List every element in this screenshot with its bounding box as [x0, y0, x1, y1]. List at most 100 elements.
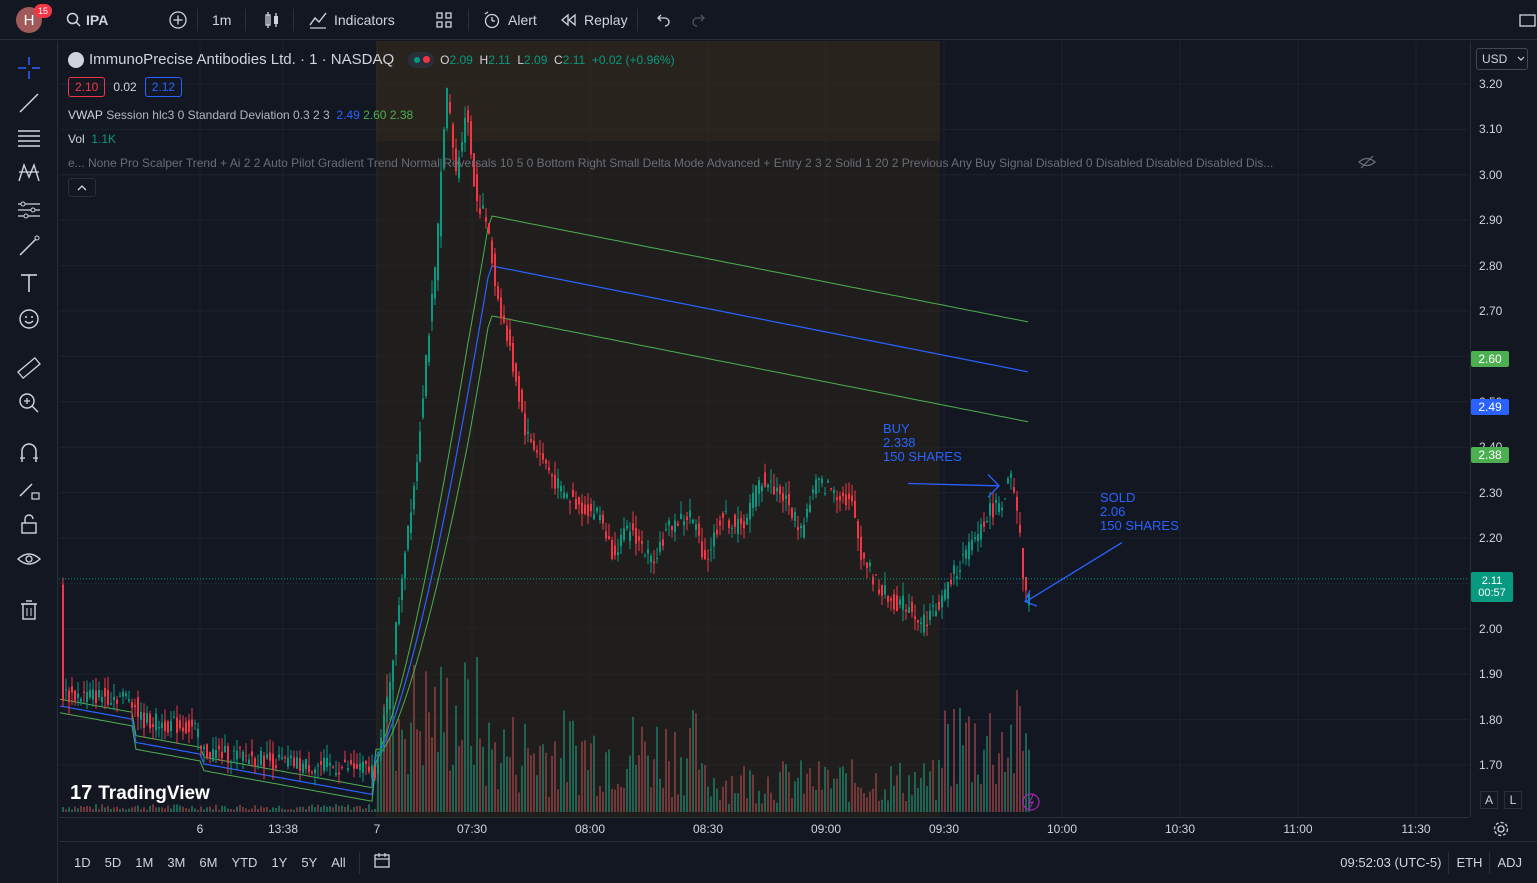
templates-button[interactable]: [426, 0, 462, 40]
volume-bar: [941, 767, 943, 812]
lock-tool[interactable]: [14, 509, 44, 539]
candle-body: [647, 549, 649, 554]
price-chart[interactable]: [59, 41, 1469, 817]
replay-label: Replay: [584, 11, 628, 28]
volume-bar: [578, 795, 580, 812]
volume-bar: [221, 805, 223, 812]
time-axis[interactable]: 6 13:38 7 07:30 08:00 08:30 09:00 09:30 10:00 10:…: [59, 817, 1469, 841]
ruler-tool[interactable]: [14, 353, 44, 383]
hidden-eye-icon[interactable]: [1358, 156, 1376, 170]
undo-button[interactable]: [645, 0, 679, 40]
tradingview-logo[interactable]: 17 TradingView: [70, 782, 210, 805]
emoji-tool[interactable]: [14, 304, 44, 334]
currency-selector[interactable]: USD: [1476, 48, 1528, 70]
range-1d[interactable]: 1D: [74, 855, 91, 870]
time-tick: 08:30: [692, 822, 724, 836]
range-ytd[interactable]: YTD: [231, 855, 258, 870]
chart-type-button[interactable]: [254, 0, 290, 40]
volume-bar: [521, 765, 523, 812]
log-scale-button[interactable]: L: [1504, 791, 1522, 809]
volume-bar: [959, 708, 961, 812]
window-icon: [1519, 13, 1536, 27]
volume-bar: [983, 749, 985, 812]
replay-button[interactable]: Replay: [552, 0, 636, 40]
trendline-tool[interactable]: [14, 88, 44, 118]
candle-body: [887, 595, 889, 602]
buy-arrow: [907, 482, 999, 487]
range-6m[interactable]: 6M: [199, 855, 218, 870]
candle-body: [308, 764, 310, 772]
zoom-tool[interactable]: [14, 388, 44, 418]
volume-bar: [899, 763, 901, 812]
redo-button[interactable]: [683, 0, 717, 40]
text-tool[interactable]: [14, 268, 44, 298]
alert-button[interactable]: Alert: [474, 0, 545, 40]
range-3m[interactable]: 3M: [167, 855, 186, 870]
volume-bar: [101, 804, 103, 812]
sold-arrow: [1025, 541, 1123, 603]
volume-bar: [692, 710, 694, 812]
last-price-label: 2.11 00:57: [1471, 572, 1513, 602]
range-5d[interactable]: 5D: [104, 855, 122, 870]
pattern-tool[interactable]: [14, 158, 44, 188]
pattern-icon: [18, 162, 40, 182]
brush-tool[interactable]: [14, 231, 44, 261]
bid-price[interactable]: 2.10: [68, 77, 106, 97]
magnet-icon: [20, 443, 38, 462]
chart-pane[interactable]: [59, 41, 1469, 817]
price-tick: 3.10: [1479, 122, 1503, 137]
volume-bar: [284, 809, 286, 812]
range-all[interactable]: All: [331, 855, 346, 870]
delete-tool[interactable]: [14, 595, 44, 625]
collapse-legend-button[interactable]: [68, 178, 96, 197]
candle-body: [737, 518, 739, 534]
candle-body: [494, 253, 496, 286]
candle-body: [68, 690, 70, 703]
candle-body: [188, 720, 190, 732]
forecast-tool[interactable]: [14, 195, 44, 225]
buy-annotation[interactable]: BUY 2.338 150 SHARES: [883, 421, 962, 464]
eth-toggle[interactable]: ETH: [1456, 855, 1483, 870]
candle-body: [335, 772, 337, 776]
magnet-tool[interactable]: [14, 438, 44, 468]
volume-bar: [845, 773, 847, 812]
volume-bar: [662, 787, 664, 812]
candle-body: [701, 541, 703, 558]
ask-price[interactable]: 2.12: [144, 77, 183, 97]
interval-button[interactable]: 1m: [212, 11, 232, 28]
range-1y[interactable]: 1Y: [271, 855, 288, 870]
crosshair-tool[interactable]: [14, 53, 44, 83]
indicators-button[interactable]: Indicators: [300, 0, 403, 40]
volume-bar: [497, 789, 499, 812]
volume-bar: [716, 788, 718, 812]
hide-tool[interactable]: [14, 544, 44, 574]
fib-tool[interactable]: [14, 123, 44, 153]
fullscreen-button[interactable]: [1510, 0, 1537, 40]
adj-toggle[interactable]: ADJ: [1497, 855, 1522, 870]
volume-bar: [89, 806, 91, 812]
volume-bar: [554, 741, 556, 812]
bid-ask-row: 2.10 0.02 2.12: [68, 77, 183, 97]
candle-body: [605, 531, 607, 539]
volume-bar: [722, 786, 724, 812]
candle-body: [368, 766, 370, 772]
volume-bar: [758, 790, 760, 812]
settings-gear-button[interactable]: [1492, 820, 1510, 843]
volume-bar: [893, 785, 895, 812]
candle-body: [389, 682, 391, 710]
candle-body: [863, 552, 865, 559]
compare-button[interactable]: [160, 0, 196, 40]
stay-drawing-tool[interactable]: [14, 474, 44, 504]
goto-date-button[interactable]: [366, 850, 398, 875]
auto-scale-button[interactable]: A: [1480, 791, 1498, 809]
scalper-legend[interactable]: e... None Pro Scalper Trend + Ai 2 2 Aut…: [68, 156, 1378, 170]
sold-annotation[interactable]: SOLD 2.06 150 SHARES: [1100, 490, 1179, 533]
volume-legend[interactable]: Vol 1.1K: [68, 132, 116, 146]
price-axis[interactable]: USD: [1470, 41, 1537, 817]
symbol-search[interactable]: IPA: [58, 0, 116, 40]
range-5y[interactable]: 5Y: [301, 855, 318, 870]
range-1m[interactable]: 1M: [135, 855, 154, 870]
vwap-legend[interactable]: VWAP Session hlc3 0 Standard Deviation 0…: [68, 108, 413, 122]
clock[interactable]: 09:52:03 (UTC-5): [1340, 855, 1442, 870]
candle-body: [668, 520, 670, 526]
